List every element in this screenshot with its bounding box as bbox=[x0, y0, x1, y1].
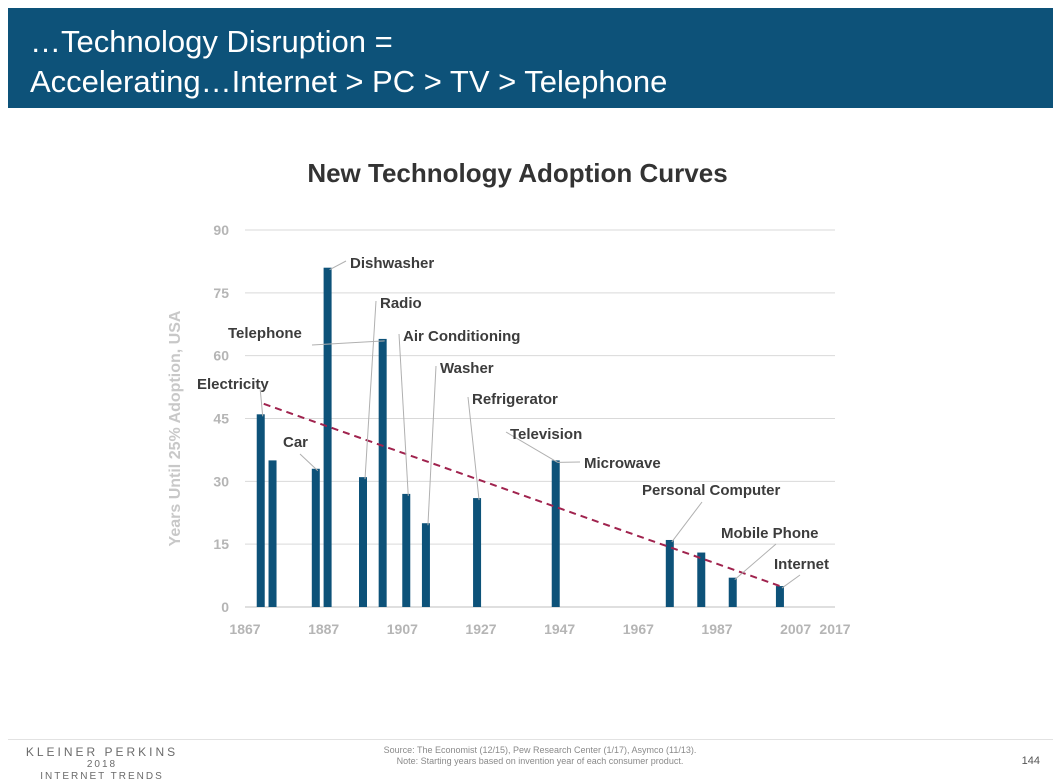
slide-title-line-2: Accelerating…Internet > PC > TV > Teleph… bbox=[30, 62, 1053, 102]
label-leader bbox=[782, 575, 800, 588]
x-tick-label: 1907 bbox=[387, 621, 418, 637]
brand-name: KLEINER PERKINS bbox=[22, 745, 182, 759]
bar bbox=[666, 540, 674, 607]
bar bbox=[402, 494, 410, 607]
label-leader bbox=[399, 334, 408, 496]
brand-logo: KLEINER PERKINS 2018 INTERNET TRENDS bbox=[22, 745, 182, 783]
bar-label: Washer bbox=[440, 360, 494, 377]
bar-label: Personal Computer bbox=[642, 482, 781, 499]
bar-label: Refrigerator bbox=[472, 391, 558, 408]
bar bbox=[324, 268, 332, 607]
footer-divider bbox=[8, 739, 1053, 740]
x-tick-label: 2007 bbox=[780, 621, 811, 637]
bar-label: Television bbox=[510, 426, 582, 443]
bar-label: Microwave bbox=[584, 455, 661, 472]
x-tick-label: 1867 bbox=[229, 621, 260, 637]
y-tick-label: 0 bbox=[221, 599, 229, 615]
y-tick-label: 45 bbox=[213, 411, 229, 427]
bar-label: Dishwasher bbox=[350, 255, 434, 272]
label-leader bbox=[365, 301, 376, 479]
bar-label: Radio bbox=[380, 295, 422, 312]
brand-subtitle: INTERNET TRENDS bbox=[22, 771, 182, 783]
bar bbox=[269, 460, 277, 607]
label-leader bbox=[672, 502, 702, 542]
x-tick-label: 1887 bbox=[308, 621, 339, 637]
adoption-chart: 0 15 30 45 60 75 90 1867 1887 1907 1927 1947 1967 198… bbox=[0, 140, 1061, 660]
bar bbox=[359, 477, 367, 607]
slide-header: …Technology Disruption = Accelerating…In… bbox=[8, 8, 1053, 108]
x-tick-label: 1987 bbox=[701, 621, 732, 637]
y-tick-label: 90 bbox=[213, 222, 229, 238]
page-number: 144 bbox=[1000, 755, 1040, 767]
brand-year: 2018 bbox=[22, 759, 182, 771]
source-line: Source: The Economist (12/15), Pew Resea… bbox=[250, 745, 830, 756]
bar bbox=[379, 339, 387, 607]
bar bbox=[257, 414, 265, 607]
y-axis-title: Years Until 25% Adoption, USA bbox=[167, 310, 184, 546]
note-line: Note: Starting years based on invention … bbox=[250, 756, 830, 767]
bar bbox=[729, 578, 737, 607]
bar bbox=[312, 469, 320, 607]
y-tick-label: 15 bbox=[213, 536, 229, 552]
y-tick-label: 30 bbox=[213, 473, 229, 489]
label-leader bbox=[468, 397, 479, 500]
bar-label: Mobile Phone bbox=[721, 525, 819, 542]
bar-label: Car bbox=[283, 434, 308, 451]
source-note: Source: The Economist (12/15), Pew Resea… bbox=[250, 745, 830, 767]
bar bbox=[697, 553, 705, 607]
bar-label: Air Conditioning bbox=[403, 328, 520, 345]
x-tick-label: 1947 bbox=[544, 621, 575, 637]
bar-label: Internet bbox=[774, 556, 829, 573]
x-tick-label: 2017 bbox=[819, 621, 850, 637]
y-tick-label: 60 bbox=[213, 348, 229, 364]
x-tick-label: 1927 bbox=[465, 621, 496, 637]
label-leader bbox=[428, 366, 436, 525]
bar-label: Electricity bbox=[197, 376, 269, 393]
leader-layer bbox=[260, 261, 800, 588]
bar bbox=[776, 586, 784, 607]
bar bbox=[552, 460, 560, 607]
label-leader bbox=[330, 261, 346, 270]
bar bbox=[422, 523, 430, 607]
label-leader bbox=[735, 544, 776, 580]
grid-layer bbox=[245, 230, 835, 607]
bar bbox=[473, 498, 481, 607]
label-leader bbox=[300, 454, 318, 471]
y-tick-label: 75 bbox=[213, 285, 229, 301]
x-tick-label: 1967 bbox=[623, 621, 654, 637]
slide-title-line-1: …Technology Disruption = bbox=[30, 22, 1053, 62]
bar-label: Telephone bbox=[228, 325, 302, 342]
